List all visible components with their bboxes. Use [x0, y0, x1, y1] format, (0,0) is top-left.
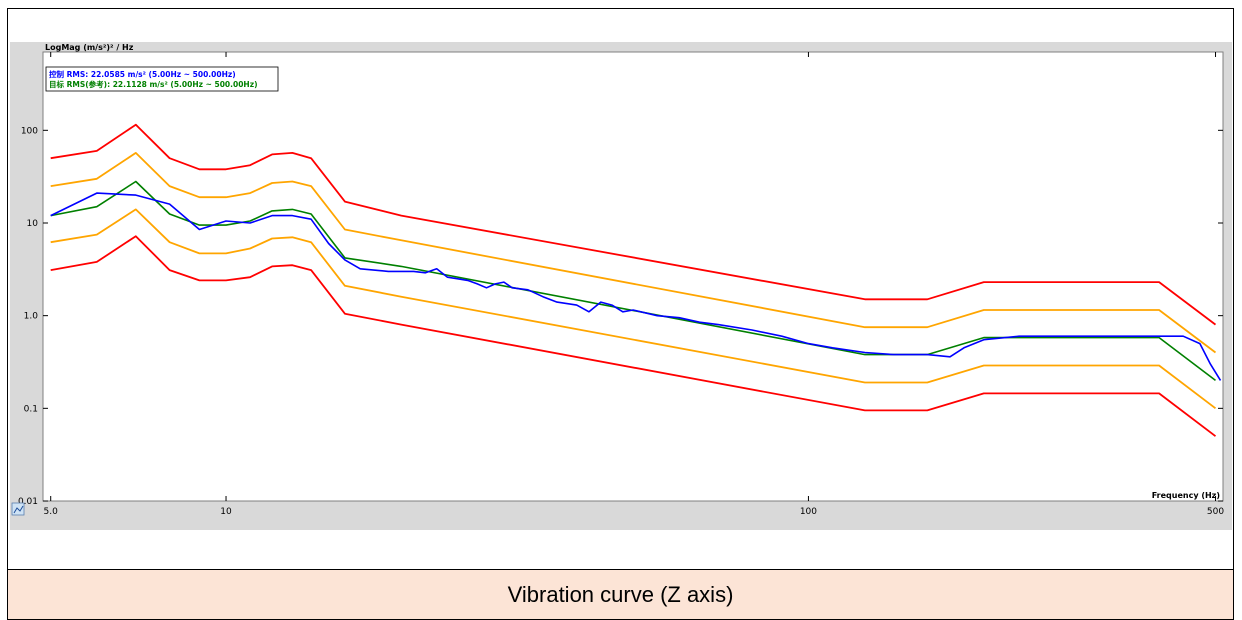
y-tick-label: 10 — [27, 219, 39, 229]
x-tick-label: 100 — [800, 507, 817, 517]
x-tick-label: 10 — [220, 507, 232, 517]
y-axis-label: LogMag (m/s²)² / Hz — [45, 43, 134, 52]
y-tick-label: 0.1 — [24, 404, 38, 414]
psd-chart: 100 10 1.0 0.1 0.01 5.0 10 100 500 LogMag (m/s²)²… — [10, 42, 1232, 530]
legend-box — [45, 66, 279, 92]
series-line-limit-2 — [50, 208, 1217, 410]
chart-icon-line — [13, 505, 24, 514]
series-line-control — [50, 192, 1222, 381]
x-tick-label: 5.0 — [44, 507, 59, 517]
chart-icon — [11, 502, 25, 516]
plot-area — [42, 51, 1224, 502]
series-line-limit-0 — [50, 123, 1217, 326]
y-tick-label: 0.01 — [18, 497, 38, 507]
legend-entry: 控制 RMS: 22.0585 m/s² (5.00Hz ~ 500.00Hz) — [49, 69, 236, 79]
figure-caption: Vibration curve (Z axis) — [7, 569, 1234, 620]
x-axis-label: Frequency (Hz) — [1152, 491, 1220, 500]
series-line-target — [50, 180, 1216, 382]
y-tick-label: 100 — [21, 126, 38, 136]
series-line-limit-3 — [50, 235, 1217, 437]
chart-svg: 100 10 1.0 0.1 0.01 5.0 10 100 500 LogMag (m/s²)²… — [10, 42, 1232, 530]
legend-entry: 目标 RMS(参考): 22.1128 m/s² (5.00Hz ~ 500.0… — [49, 79, 258, 89]
series-line-limit-1 — [50, 152, 1217, 354]
x-tick-label: 500 — [1207, 507, 1224, 517]
legend: 控制 RMS: 22.0585 m/s² (5.00Hz ~ 500.00Hz)… — [45, 66, 279, 92]
y-tick-label: 1.0 — [24, 312, 39, 322]
